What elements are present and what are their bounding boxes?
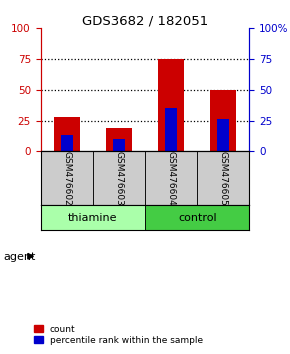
Text: GSM476603: GSM476603: [114, 151, 124, 206]
Text: GSM476602: GSM476602: [62, 151, 71, 206]
Bar: [197, 152, 249, 205]
Bar: [41, 152, 93, 205]
Bar: [218, 119, 229, 152]
Bar: [61, 135, 72, 152]
Polygon shape: [28, 253, 33, 259]
Legend: count, percentile rank within the sample: count, percentile rank within the sample: [34, 324, 204, 346]
Bar: [113, 139, 125, 152]
Text: thiamine: thiamine: [68, 213, 117, 223]
Bar: [54, 117, 80, 152]
Bar: [158, 59, 184, 152]
Bar: [145, 205, 249, 230]
Bar: [93, 152, 145, 205]
Bar: [106, 128, 132, 152]
Text: agent: agent: [3, 252, 35, 262]
Bar: [165, 108, 177, 152]
Text: GSM476605: GSM476605: [219, 151, 228, 206]
Text: GSM476604: GSM476604: [166, 151, 176, 206]
Bar: [210, 90, 236, 152]
Title: GDS3682 / 182051: GDS3682 / 182051: [82, 14, 208, 27]
Bar: [145, 152, 197, 205]
Text: control: control: [178, 213, 217, 223]
Bar: [41, 205, 145, 230]
